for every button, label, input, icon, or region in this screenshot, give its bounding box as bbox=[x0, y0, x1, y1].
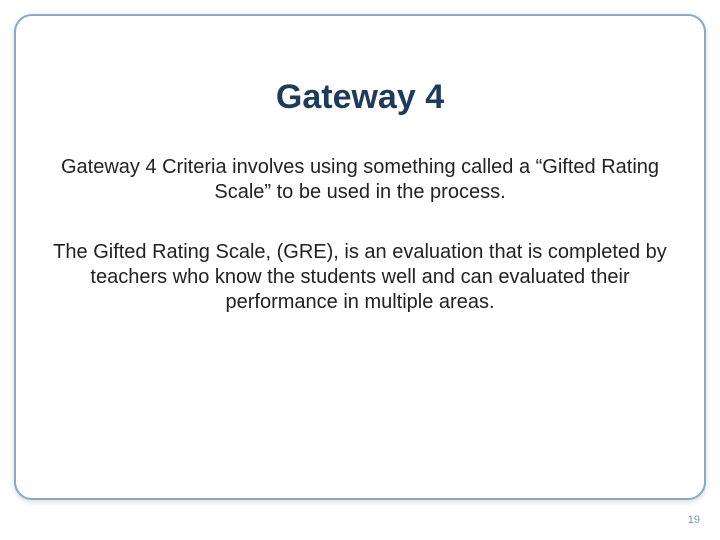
page-number: 19 bbox=[688, 514, 700, 526]
paragraph-1: Gateway 4 Criteria involves using someth… bbox=[38, 155, 682, 205]
slide-title: Gateway 4 bbox=[0, 78, 720, 117]
paragraph-2: The Gifted Rating Scale, (GRE), is an ev… bbox=[38, 240, 682, 315]
slide: Gateway 4 Gateway 4 Criteria involves us… bbox=[0, 0, 720, 540]
